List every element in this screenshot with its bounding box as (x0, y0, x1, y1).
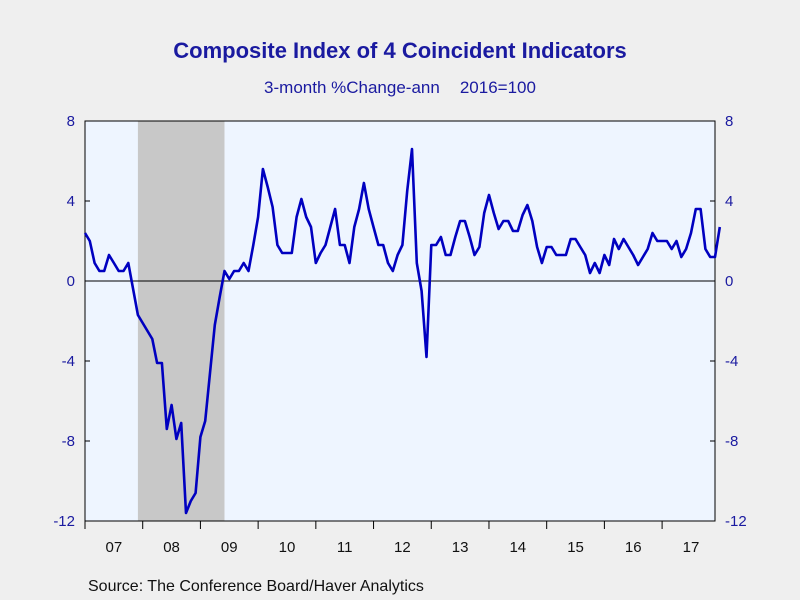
x-tick-label: 09 (221, 539, 238, 556)
y-tick-label-left: 4 (67, 193, 75, 210)
plot-frame (84, 120, 716, 522)
x-tick-label: 16 (625, 539, 642, 556)
y-tick-label-right: 8 (725, 113, 733, 130)
x-tick-label: 08 (163, 539, 180, 556)
y-tick-label-left: -12 (53, 513, 75, 530)
y-tick-label-left: 0 (67, 273, 75, 290)
subtitle-measure: 3-month %Change-ann (264, 78, 440, 97)
y-tick-label-right: -8 (725, 433, 738, 450)
y-tick-label-left: -4 (62, 353, 75, 370)
series-line (83, 147, 722, 515)
x-tick-label: 12 (394, 539, 411, 556)
y-tick-label-right: 4 (725, 193, 733, 210)
x-tick-label: 07 (106, 539, 123, 556)
subtitle-base: 2016=100 (459, 78, 536, 97)
y-tick-label-left: 8 (67, 113, 75, 130)
x-tick-label: 10 (279, 539, 296, 556)
y-tick-label-left: -8 (62, 433, 75, 450)
y-tick-label-right: -4 (725, 353, 738, 370)
x-tick-label: 15 (567, 539, 584, 556)
chart-title: Composite Index of 4 Coincident Indicato… (173, 38, 627, 63)
x-tick-label: 14 (509, 539, 526, 556)
y-tick-label-right: 0 (725, 273, 733, 290)
y-tick-label-right: -12 (725, 513, 747, 530)
chart-subtitle: 3-month %Change-ann 2016=100 (0, 78, 800, 98)
x-tick-label: 13 (452, 539, 469, 556)
recession-shading (137, 121, 225, 521)
source-note: Source: The Conference Board/Haver Analy… (88, 578, 424, 595)
x-tick-label: 17 (683, 539, 700, 556)
x-tick-label: 11 (337, 539, 353, 556)
